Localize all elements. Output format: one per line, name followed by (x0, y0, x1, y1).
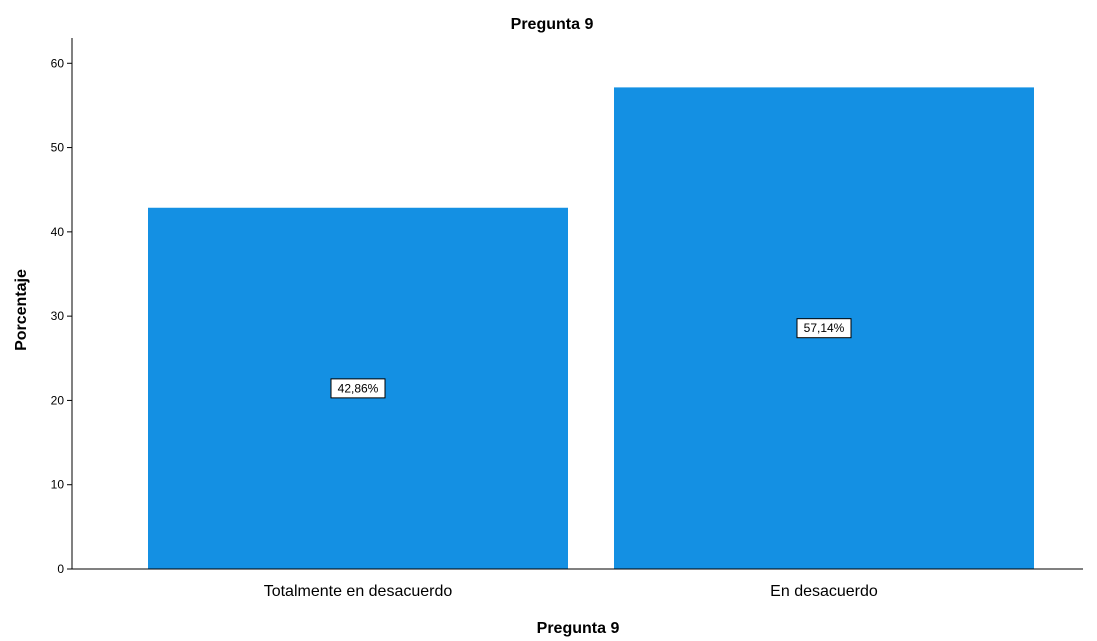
y-tick-label: 40 (51, 225, 65, 239)
data-label-box (330, 378, 386, 399)
x-category-label: Totalmente en desacuerdo (264, 583, 453, 600)
y-tick-label: 10 (51, 478, 65, 492)
data-labels: 42,86% 57,14% (330, 318, 852, 399)
y-tick-label: 50 (51, 141, 65, 155)
data-label: 57,14% (804, 321, 845, 335)
y-axis-title: Porcentaje (13, 269, 30, 351)
bars (148, 87, 1034, 570)
x-category-label: En desacuerdo (770, 583, 878, 600)
y-tick-label: 20 (51, 393, 65, 407)
x-axis-title: Pregunta 9 (537, 620, 620, 637)
y-axis-ticks: 0 10 20 30 40 50 60 (51, 56, 72, 576)
x-axis-category-labels: Totalmente en desacuerdo En desacuerdo (264, 583, 878, 600)
chart-title: Pregunta 9 (511, 16, 594, 33)
data-label-box (796, 318, 852, 339)
y-tick-label: 60 (51, 56, 65, 70)
y-tick-label: 30 (51, 309, 65, 323)
y-tick-label: 0 (57, 562, 64, 576)
data-label: 42,86% (338, 381, 379, 395)
